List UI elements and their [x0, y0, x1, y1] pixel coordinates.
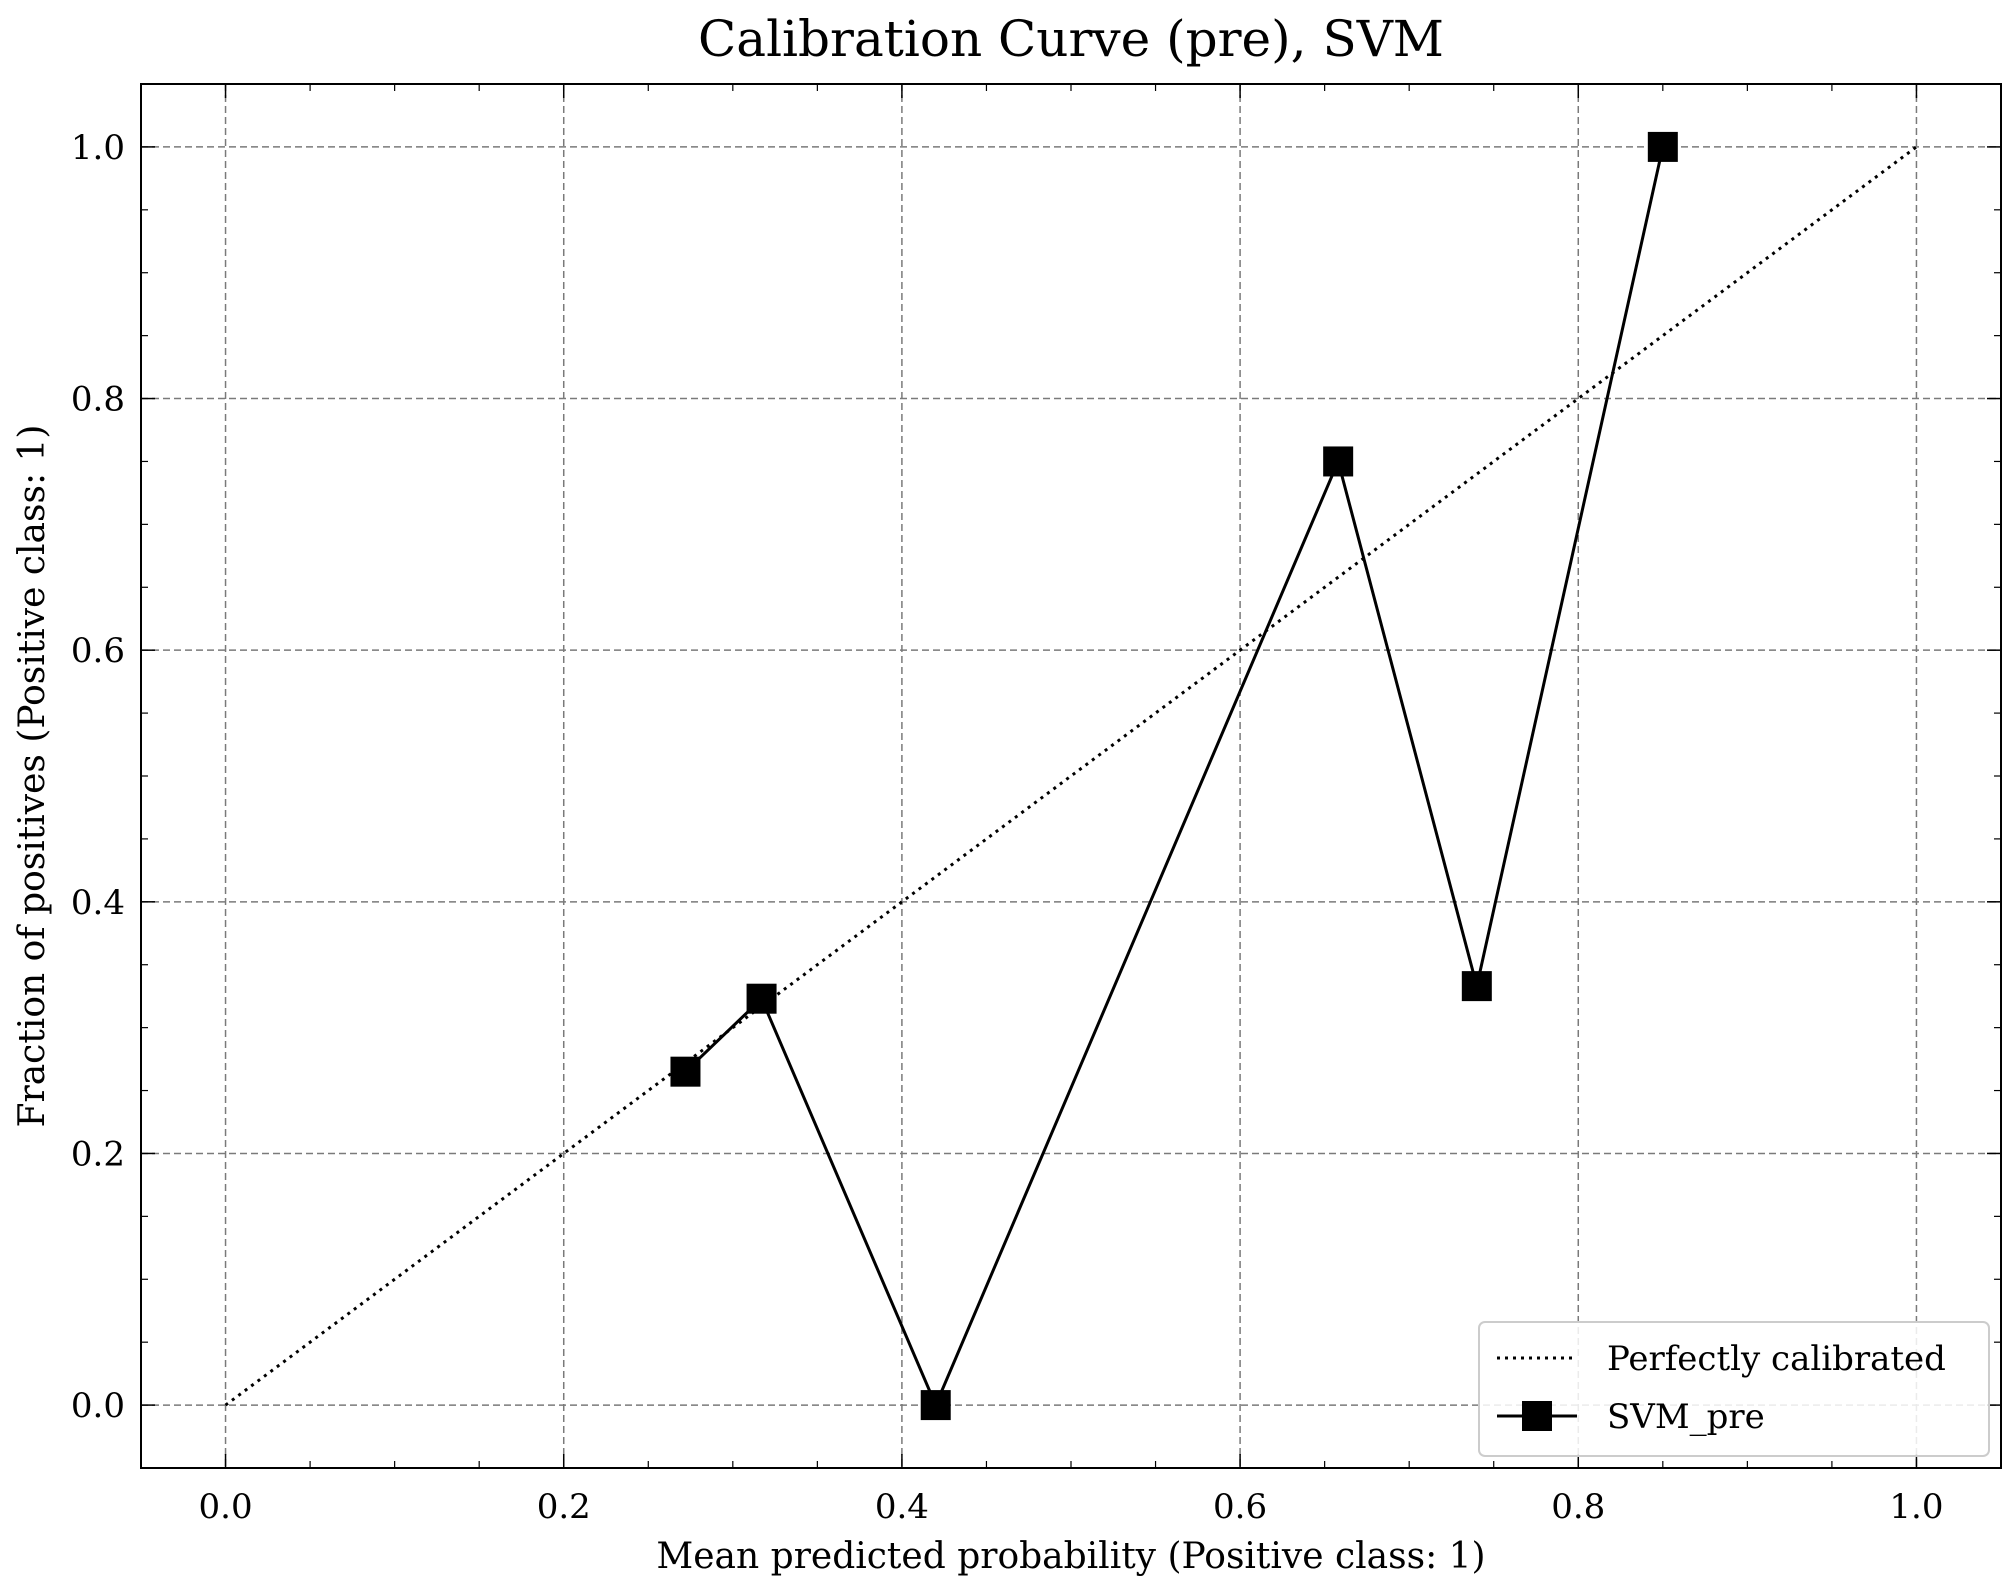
svm-pre-point	[1461, 971, 1492, 1002]
x-tick-label: 0.4	[875, 1487, 929, 1527]
x-tick-label: 0.6	[1213, 1487, 1267, 1527]
series-layer	[224, 131, 1918, 1421]
y-tick-label: 0.2	[71, 1134, 125, 1174]
svm-pre-point	[670, 1056, 701, 1087]
y-tick-label: 1.0	[71, 128, 125, 168]
x-tick-label: 0.2	[537, 1487, 591, 1527]
legend: Perfectly calibrated SVM_pre	[1478, 1321, 1990, 1457]
axis-ticks	[140, 83, 2002, 1469]
grid-lines	[141, 84, 2001, 1468]
y-tick-label: 0.4	[71, 883, 125, 923]
chart-title: Calibration Curve (pre), SVM	[698, 10, 1444, 68]
x-tick-label: 1.0	[1889, 1487, 1943, 1527]
svm-pre-point	[746, 983, 777, 1014]
legend-box	[1478, 1321, 1990, 1457]
y-axis-label: Fraction of positives (Positive class: 1…	[12, 425, 53, 1128]
svm-pre-point	[1323, 446, 1354, 477]
y-tick-label: 0.8	[71, 380, 125, 420]
y-tick-label: 0.0	[71, 1386, 125, 1426]
svm-pre-point	[920, 1390, 951, 1421]
y-tick-label: 0.6	[71, 631, 125, 671]
x-tick-label: 0.8	[1551, 1487, 1605, 1527]
svm-pre-point	[1647, 131, 1678, 162]
legend-marker	[1522, 1401, 1552, 1431]
x-axis-label: Mean predicted probability (Positive cla…	[656, 1536, 1485, 1577]
legend-label: SVM_pre	[1607, 1397, 1765, 1437]
legend-label: Perfectly calibrated	[1607, 1339, 1946, 1379]
tick-labels: 0.0 0.2 0.4 0.6 0.8 1.0 0.0 0.2 0.4 0.6 0.8 1.0	[71, 128, 1944, 1527]
x-tick-label: 0.0	[199, 1487, 253, 1527]
svm-pre-line	[684, 146, 1665, 1409]
perfect-calibration-line	[224, 145, 1918, 1407]
